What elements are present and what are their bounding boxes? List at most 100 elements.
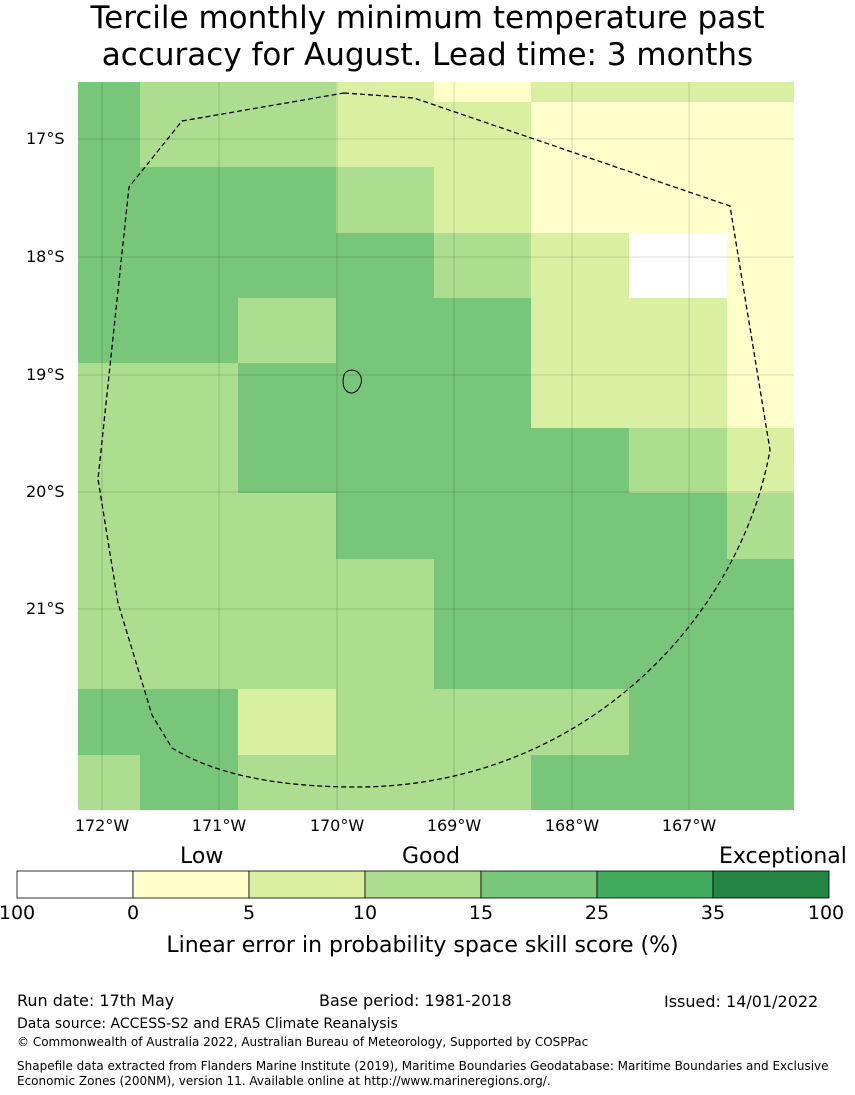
graticule — [78, 82, 794, 810]
grid-cell — [531, 559, 629, 624]
grid-cell — [629, 559, 727, 624]
grid-cell — [238, 493, 336, 559]
category-low: Low — [180, 844, 224, 869]
grid-cell — [629, 428, 727, 493]
colorbar-tick: 10 — [352, 902, 378, 924]
grid-cell — [140, 82, 238, 102]
colorbar-segment — [16, 870, 134, 899]
grid-cell — [434, 428, 531, 493]
skill-grid — [78, 82, 794, 810]
grid-cell — [531, 624, 629, 689]
lon-label-172w: 172°W — [74, 816, 130, 835]
grid-cell — [531, 298, 629, 363]
grid-cell — [336, 493, 434, 559]
colorbar-tick: 15 — [468, 902, 494, 924]
grid-cell — [78, 689, 140, 755]
grid-cell — [434, 167, 531, 233]
lon-label-171w: 171°W — [191, 816, 247, 835]
grid-cell — [78, 493, 140, 559]
grid-cell — [140, 102, 238, 167]
grid-cell — [727, 689, 794, 755]
title-line-2: accuracy for August. Lead time: 3 months — [101, 37, 754, 73]
grid-cell — [727, 624, 794, 689]
lon-label-168w: 168°W — [544, 816, 600, 835]
data-source: Data source: ACCESS-S2 and ERA5 Climate … — [17, 1016, 398, 1032]
grid-cell — [336, 167, 434, 233]
eez-boundary — [97, 92, 771, 788]
grid-cell — [531, 102, 629, 167]
grid-cell — [629, 233, 727, 298]
grid-cell — [78, 428, 140, 493]
grid-cell — [727, 82, 794, 102]
grid-cell — [140, 624, 238, 689]
grid-cell — [238, 755, 336, 810]
colorbar-segment — [132, 870, 250, 899]
grid-cell — [78, 298, 140, 363]
grid-cell — [531, 363, 629, 428]
colorbar-tick: 0 — [126, 902, 140, 924]
colorbar — [16, 870, 830, 899]
grid-cell — [238, 624, 336, 689]
lat-label-17s: 17°S — [26, 129, 65, 148]
grid-cell — [629, 624, 727, 689]
grid-cell — [336, 624, 434, 689]
title-line-1: Tercile monthly minimum temperature past — [90, 0, 765, 36]
grid-cell — [727, 298, 794, 363]
grid-cell — [434, 82, 531, 102]
grid-cell — [140, 493, 238, 559]
grid-cell — [434, 298, 531, 363]
grid-cell — [140, 167, 238, 233]
category-good: Good — [402, 844, 460, 869]
lat-label-20s: 20°S — [26, 482, 65, 501]
grid-cell — [78, 755, 140, 810]
grid-cell — [434, 689, 531, 755]
grid-cell — [140, 233, 238, 298]
grid-cell — [140, 755, 238, 810]
grid-cell — [336, 233, 434, 298]
grid-cell — [238, 82, 336, 102]
grid-cell — [727, 428, 794, 493]
copyright: © Commonwealth of Australia 2022, Austra… — [17, 1035, 589, 1049]
base-period: Base period: 1981-2018 — [319, 991, 512, 1010]
colorbar-segment — [364, 870, 482, 899]
colorbar-tick: 25 — [584, 902, 610, 924]
colorbar-segment — [480, 870, 598, 899]
grid-cell — [336, 428, 434, 493]
lon-label-167w: 167°W — [661, 816, 717, 835]
grid-cell — [531, 233, 629, 298]
colorbar-segment — [596, 870, 714, 899]
grid-cell — [531, 82, 629, 102]
grid-cell — [434, 363, 531, 428]
grid-cell — [727, 755, 794, 810]
grid-cell — [336, 689, 434, 755]
grid-cell — [629, 493, 727, 559]
grid-cell — [727, 559, 794, 624]
grid-cell — [238, 102, 336, 167]
grid-cell — [434, 233, 531, 298]
grid-cell — [140, 428, 238, 493]
grid-cell — [531, 493, 629, 559]
map-title: Tercile monthly minimum temperature past… — [0, 0, 855, 74]
shapefile-credit-line-1: Shapefile data extracted from Flanders M… — [17, 1059, 829, 1073]
colorbar-tick: 35 — [700, 902, 726, 924]
grid-cell — [78, 167, 140, 233]
grid-cell — [238, 428, 336, 493]
grid-cell — [434, 493, 531, 559]
lon-label-170w: 170°W — [309, 816, 365, 835]
grid-cell — [531, 689, 629, 755]
grid-cell — [336, 298, 434, 363]
grid-cell — [140, 559, 238, 624]
colorbar-segment — [712, 870, 830, 899]
grid-cell — [629, 298, 727, 363]
grid-cell — [629, 102, 727, 167]
grid-cell — [434, 102, 531, 167]
grid-cell — [78, 233, 140, 298]
grid-cell — [629, 689, 727, 755]
lat-label-18s: 18°S — [26, 247, 65, 266]
category-exceptional: Exceptional — [719, 844, 847, 869]
shapefile-credit-line-2: Economic Zones (200NM), version 11. Avai… — [17, 1074, 551, 1088]
grid-cell — [629, 363, 727, 428]
grid-cell — [238, 167, 336, 233]
colorbar-tick: 5 — [242, 902, 256, 924]
